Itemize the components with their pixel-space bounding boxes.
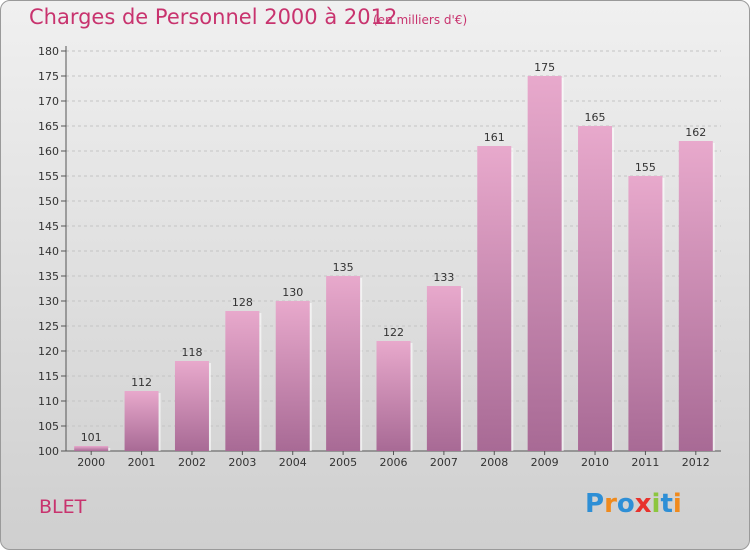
y-tick-label: 160	[38, 145, 59, 158]
logo-letter: i	[651, 489, 661, 519]
bar	[124, 391, 159, 451]
x-tick-label: 2005	[329, 456, 357, 469]
bar	[225, 311, 260, 451]
bar	[578, 126, 613, 451]
data-label: 133	[433, 271, 454, 284]
bar	[527, 76, 562, 451]
bar	[628, 176, 663, 451]
y-tick-label: 170	[38, 95, 59, 108]
logo-letter: o	[616, 489, 635, 519]
x-tick-label: 2007	[430, 456, 458, 469]
bar	[477, 146, 512, 451]
bar	[678, 141, 713, 451]
y-tick-label: 150	[38, 195, 59, 208]
bar	[275, 301, 310, 451]
y-tick-label: 115	[38, 370, 59, 383]
x-tick-label: 2010	[581, 456, 609, 469]
y-tick-label: 165	[38, 120, 59, 133]
data-label: 175	[534, 61, 555, 74]
x-tick-label: 2003	[228, 456, 256, 469]
logo-letter: x	[634, 489, 652, 519]
bars	[74, 76, 715, 451]
y-tick-label: 175	[38, 70, 59, 83]
data-label: 128	[232, 296, 253, 309]
commune-name: BLET	[39, 496, 87, 518]
logo-letter: t	[660, 489, 673, 519]
data-label: 162	[685, 126, 706, 139]
x-tick-label: 2006	[380, 456, 408, 469]
y-tick-label: 140	[38, 245, 59, 258]
data-label: 165	[585, 111, 606, 124]
bar	[74, 446, 109, 451]
y-tick-label: 145	[38, 220, 59, 233]
y-tick-label: 155	[38, 170, 59, 183]
y-tick-label: 120	[38, 345, 59, 358]
data-label: 135	[333, 261, 354, 274]
x-tick-label: 2001	[128, 456, 156, 469]
proxiti-logo[interactable]: Proxiti	[585, 489, 682, 519]
logo-letter: i	[672, 489, 682, 519]
y-tick-label: 100	[38, 445, 59, 458]
logo-letter: r	[604, 489, 617, 519]
chart-title: Charges de Personnel 2000 à 2012	[29, 5, 398, 29]
labels: 100 105 110 115 120 125 130 135 140 145 150 155 160 1…	[38, 45, 710, 469]
data-label: 118	[181, 346, 202, 359]
y-tick-label: 130	[38, 295, 59, 308]
y-tick-label: 135	[38, 270, 59, 283]
x-tick-label: 2012	[682, 456, 710, 469]
y-tick-label: 180	[38, 45, 59, 58]
x-tick-label: 2011	[631, 456, 659, 469]
x-tick-label: 2009	[531, 456, 559, 469]
x-tick-label: 2002	[178, 456, 206, 469]
data-label: 155	[635, 161, 656, 174]
bar	[326, 276, 361, 451]
data-label: 161	[484, 131, 505, 144]
x-tick-label: 2008	[480, 456, 508, 469]
data-label: 130	[282, 286, 303, 299]
data-label: 112	[131, 376, 152, 389]
bar	[376, 341, 411, 451]
data-label: 101	[81, 431, 102, 444]
x-tick-label: 2004	[279, 456, 307, 469]
y-tick-label: 105	[38, 420, 59, 433]
bar	[174, 361, 209, 451]
bar	[426, 286, 461, 451]
x-tick-label: 2000	[77, 456, 105, 469]
y-tick-label: 110	[38, 395, 59, 408]
data-label: 122	[383, 326, 404, 339]
y-tick-label: 125	[38, 320, 59, 333]
logo-letter: P	[585, 489, 605, 519]
chart-subtitle: (en milliers d'€)	[373, 13, 468, 27]
